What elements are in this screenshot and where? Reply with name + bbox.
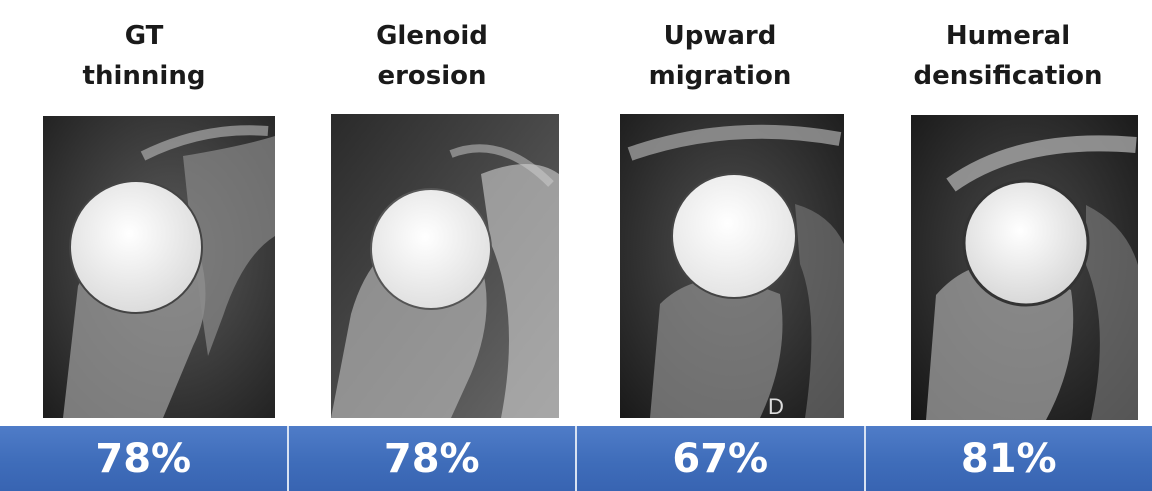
- panel-title: GT thinning: [82, 21, 206, 91]
- percent-upward-migration: 67%: [577, 426, 866, 491]
- percent-humeral-densification: 81%: [865, 426, 1152, 491]
- xray-image-upward-migration: D: [620, 114, 844, 418]
- xray-image-glenoid-erosion: [331, 114, 559, 418]
- percent-gt-thinning: 78%: [0, 426, 289, 491]
- panel-upward-migration: Upward migration D: [576, 0, 864, 426]
- panel-glenoid-erosion: Glenoid erosion: [288, 0, 576, 426]
- panel-humeral-densification: Humeral densification: [864, 0, 1152, 426]
- panel-title: Humeral densification: [913, 21, 1103, 91]
- image-marker-d: D: [768, 394, 784, 418]
- xray-image-humeral-densification: [911, 115, 1138, 420]
- xray-image-gt-thinning: [43, 116, 275, 418]
- panel-gt-thinning: GT thinning: [0, 0, 288, 426]
- percent-glenoid-erosion: 78%: [288, 426, 577, 491]
- panel-title: Glenoid erosion: [376, 21, 488, 91]
- panel-title: Upward migration: [648, 21, 792, 91]
- percent-bar: 78% 78% 67% 81%: [0, 426, 1152, 491]
